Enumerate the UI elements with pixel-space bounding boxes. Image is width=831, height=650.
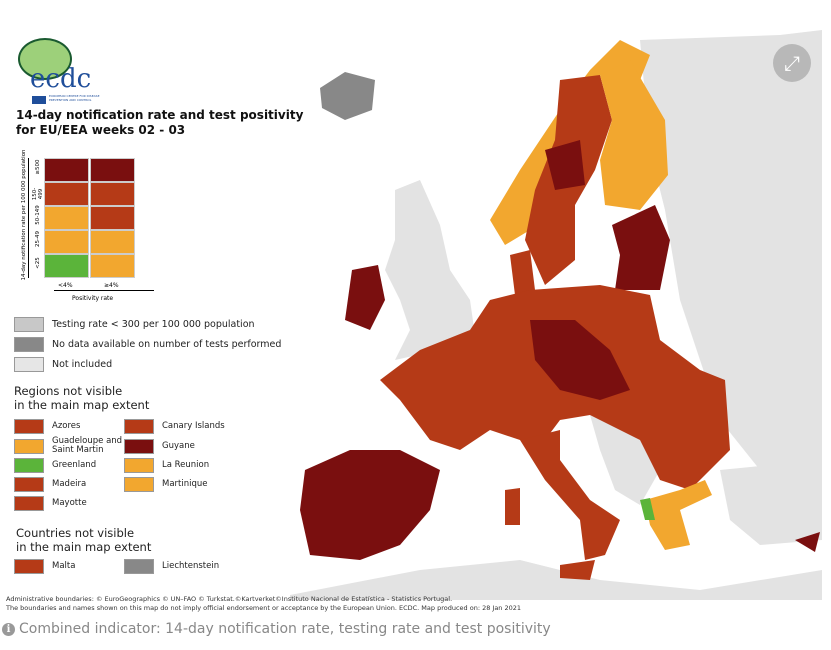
legend-label: Azores bbox=[52, 421, 81, 431]
globe-icon bbox=[18, 38, 72, 80]
legend-swatch bbox=[14, 477, 44, 492]
legend-label: Greenland bbox=[52, 460, 97, 470]
legend-label: Canary Islands bbox=[162, 421, 225, 431]
legend-label: Guyane bbox=[162, 440, 195, 451]
albania-green bbox=[640, 498, 655, 520]
legend-item: Madeira bbox=[14, 476, 124, 493]
matrix-cell bbox=[90, 230, 135, 254]
expand-icon: ⤢ bbox=[784, 51, 800, 75]
legend-swatch bbox=[124, 419, 154, 434]
matrix-cell bbox=[90, 206, 135, 230]
central-dark bbox=[530, 320, 630, 400]
denmark bbox=[510, 250, 535, 295]
status-legend-item: Testing rate < 300 per 100 000 populatio… bbox=[14, 314, 281, 334]
legend-swatch bbox=[14, 419, 44, 434]
logo-subtitle: EUROPEAN CENTRE FOR DISEASE PREVENTION A… bbox=[49, 94, 100, 102]
norway bbox=[490, 40, 650, 245]
legend-item: Guyane bbox=[124, 437, 234, 455]
iberia bbox=[300, 450, 440, 560]
matrix-cell bbox=[44, 206, 89, 230]
regions-heading: Regions not visible in the main map exten… bbox=[14, 384, 150, 412]
greece bbox=[645, 480, 712, 550]
legend-swatch bbox=[14, 438, 44, 454]
finland bbox=[600, 60, 668, 210]
sicily bbox=[560, 560, 595, 580]
legend-swatch bbox=[124, 438, 154, 454]
legend-item: Malta bbox=[14, 558, 124, 575]
row-label: 150-499 bbox=[32, 187, 44, 201]
matrix-cell bbox=[90, 158, 135, 182]
legend-swatch bbox=[124, 559, 154, 574]
info-icon: i bbox=[2, 622, 15, 636]
row-label: <25 bbox=[35, 257, 41, 269]
legend-swatch bbox=[124, 458, 154, 473]
iceland bbox=[320, 72, 375, 120]
italy bbox=[520, 430, 620, 560]
legend-item: Azores bbox=[14, 418, 124, 435]
legend-item: La Reunion bbox=[124, 457, 234, 474]
x-axis-label: Positivity rate bbox=[72, 295, 114, 302]
eu-flag-icon bbox=[32, 96, 46, 104]
y-axis-label: 14-day notification rate per 100 000 pop… bbox=[21, 149, 27, 281]
legend-item: Greenland bbox=[14, 457, 124, 474]
countries-heading: Countries not visible in the main map ext… bbox=[16, 526, 152, 554]
baltics bbox=[612, 205, 670, 290]
matrix-cell bbox=[44, 158, 89, 182]
legend-label: Liechtenstein bbox=[162, 561, 220, 571]
cyprus bbox=[795, 532, 820, 552]
legend-swatch bbox=[14, 559, 44, 574]
attribution: Administrative boundaries: © EuroGeograp… bbox=[6, 595, 522, 612]
legend-label: Guadeloupe and Saint Martin bbox=[52, 436, 123, 455]
map-caption: i Combined indicator: 14-day notification… bbox=[2, 621, 551, 637]
legend-label: Malta bbox=[52, 561, 76, 571]
col-label: <4% bbox=[58, 282, 73, 289]
col-label: ≥4% bbox=[104, 282, 119, 289]
russia-land bbox=[640, 30, 822, 480]
matrix-cell bbox=[44, 254, 89, 278]
matrix-legend: 14-day notification rate per 100 000 pop… bbox=[14, 149, 154, 307]
europe-map bbox=[290, 30, 822, 600]
legend-label: Martinique bbox=[162, 479, 208, 489]
sweden-region bbox=[545, 140, 585, 190]
matrix-cell bbox=[44, 230, 89, 254]
countries-legend: Malta Liechtenstein bbox=[14, 558, 254, 575]
legend-label: La Reunion bbox=[162, 460, 210, 470]
legend-item: Liechtenstein bbox=[124, 558, 244, 575]
regions-legend: Azores Canary Islands Guadeloupe and Saint… bbox=[14, 418, 234, 512]
row-label: 50-149 bbox=[35, 205, 41, 225]
central-europe bbox=[380, 285, 730, 490]
status-legend: Testing rate < 300 per 100 000 populatio… bbox=[14, 314, 281, 374]
row-label: ≥500 bbox=[35, 159, 41, 175]
uk bbox=[385, 180, 475, 360]
ireland bbox=[345, 265, 385, 330]
logo-text: ecdc bbox=[30, 64, 92, 94]
status-legend-item: Not included bbox=[14, 354, 281, 374]
status-legend-item: No data available on number of tests per… bbox=[14, 334, 281, 354]
legend-item: Guadeloupe and Saint Martin bbox=[14, 437, 124, 455]
expand-button[interactable]: ⤢ bbox=[773, 44, 811, 82]
legend-swatch bbox=[124, 477, 154, 492]
matrix-cell bbox=[44, 182, 89, 206]
turkey-land bbox=[720, 460, 822, 545]
legend-label: Mayotte bbox=[52, 498, 87, 508]
legend-swatch bbox=[14, 458, 44, 473]
map-title: 14-day notification rate and test positi… bbox=[16, 108, 304, 137]
legend-label: Madeira bbox=[52, 479, 87, 489]
legend-item: Martinique bbox=[124, 476, 234, 493]
matrix-cell bbox=[90, 182, 135, 206]
row-label: 25-49 bbox=[35, 231, 41, 247]
ecdc-logo: ecdc EUROPEAN CENTRE FOR DISEASE PREVENT… bbox=[16, 36, 99, 106]
legend-swatch bbox=[14, 496, 44, 511]
sardinia bbox=[505, 488, 520, 525]
africa-land bbox=[290, 560, 822, 600]
matrix-cell bbox=[90, 254, 135, 278]
legend-item: Mayotte bbox=[14, 495, 124, 512]
legend-item: Canary Islands bbox=[124, 418, 234, 435]
